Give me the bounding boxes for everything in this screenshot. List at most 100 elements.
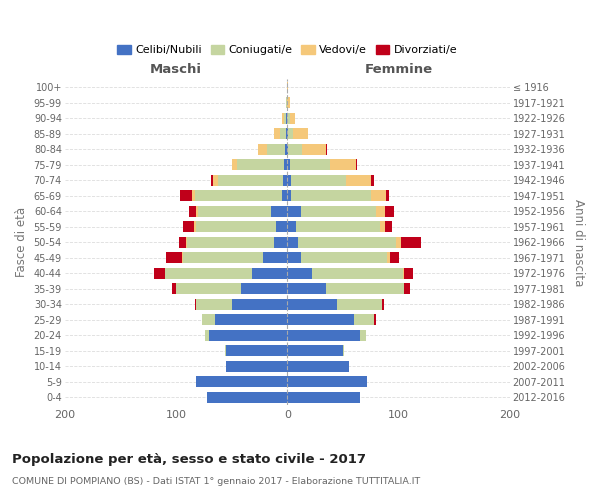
Bar	[182, 252, 263, 264]
Bar	[287, 221, 296, 232]
Bar	[205, 330, 209, 341]
Bar	[374, 314, 376, 326]
Bar	[196, 221, 276, 232]
Bar	[226, 346, 287, 356]
Bar	[182, 221, 194, 232]
Bar	[274, 236, 287, 248]
Bar	[187, 236, 274, 248]
Bar	[237, 159, 284, 170]
Bar	[287, 206, 301, 217]
Bar	[403, 268, 404, 279]
Text: Maschi: Maschi	[150, 64, 202, 76]
Bar	[286, 128, 287, 140]
Bar	[251, 268, 287, 279]
Bar	[226, 361, 287, 372]
Bar	[287, 299, 337, 310]
Bar	[301, 206, 376, 217]
Text: Popolazione per età, sesso e stato civile - 2017: Popolazione per età, sesso e stato civil…	[12, 452, 366, 466]
Bar	[287, 97, 290, 108]
Bar	[194, 221, 196, 232]
Text: Femmine: Femmine	[365, 64, 433, 76]
Bar	[382, 299, 384, 310]
Bar	[241, 284, 287, 294]
Bar	[298, 236, 397, 248]
Bar	[386, 190, 389, 202]
Bar	[380, 221, 385, 232]
Bar	[296, 221, 380, 232]
Bar	[259, 144, 267, 155]
Bar	[209, 330, 287, 341]
Bar	[267, 144, 285, 155]
Bar	[215, 314, 287, 326]
Bar	[276, 221, 287, 232]
Bar	[186, 236, 187, 248]
Bar	[282, 112, 284, 124]
Bar	[404, 284, 410, 294]
Bar	[198, 206, 271, 217]
Bar	[287, 361, 349, 372]
Bar	[346, 174, 371, 186]
Bar	[202, 314, 215, 326]
Bar	[232, 159, 237, 170]
Bar	[179, 236, 186, 248]
Bar	[195, 299, 196, 310]
Bar	[329, 159, 356, 170]
Bar	[166, 252, 182, 264]
Bar	[388, 252, 390, 264]
Bar	[287, 346, 343, 356]
Bar	[404, 268, 413, 279]
Bar	[287, 330, 359, 341]
Bar	[326, 144, 328, 155]
Bar	[274, 128, 280, 140]
Bar	[371, 174, 374, 186]
Bar	[287, 159, 290, 170]
Bar	[326, 284, 404, 294]
Bar	[359, 330, 367, 341]
Bar	[165, 268, 251, 279]
Bar	[293, 128, 308, 140]
Bar	[176, 284, 241, 294]
Y-axis label: Anni di nascita: Anni di nascita	[572, 198, 585, 286]
Bar	[287, 236, 298, 248]
Bar	[287, 284, 326, 294]
Bar	[354, 314, 374, 326]
Bar	[376, 206, 385, 217]
Bar	[289, 128, 293, 140]
Text: COMUNE DI POMPIANO (BS) - Dati ISTAT 1° gennaio 2017 - Elaborazione TUTTITALIA.I: COMUNE DI POMPIANO (BS) - Dati ISTAT 1° …	[12, 478, 420, 486]
Bar	[290, 159, 329, 170]
Bar	[356, 159, 358, 170]
Bar	[290, 190, 371, 202]
Bar	[263, 252, 287, 264]
Bar	[211, 174, 213, 186]
Bar	[289, 144, 302, 155]
Bar	[190, 206, 196, 217]
Bar	[371, 190, 386, 202]
Bar	[196, 376, 287, 388]
Bar	[390, 252, 398, 264]
Y-axis label: Fasce di età: Fasce di età	[15, 208, 28, 278]
Bar	[337, 299, 382, 310]
Bar	[290, 112, 295, 124]
Bar	[286, 112, 287, 124]
Bar	[195, 190, 282, 202]
Bar	[343, 346, 344, 356]
Bar	[287, 376, 367, 388]
Bar	[385, 206, 394, 217]
Bar	[207, 392, 287, 403]
Bar	[284, 112, 286, 124]
Bar	[302, 144, 326, 155]
Bar	[172, 284, 176, 294]
Bar	[287, 268, 312, 279]
Bar	[287, 174, 290, 186]
Bar	[196, 206, 198, 217]
Bar	[282, 190, 287, 202]
Bar	[287, 314, 354, 326]
Bar	[290, 174, 346, 186]
Legend: Celibi/Nubili, Coniugati/e, Vedovi/e, Divorziati/e: Celibi/Nubili, Coniugati/e, Vedovi/e, Di…	[115, 42, 460, 58]
Bar	[301, 252, 388, 264]
Bar	[287, 82, 289, 93]
Bar	[285, 144, 287, 155]
Bar	[287, 128, 289, 140]
Bar	[283, 174, 287, 186]
Bar	[287, 190, 290, 202]
